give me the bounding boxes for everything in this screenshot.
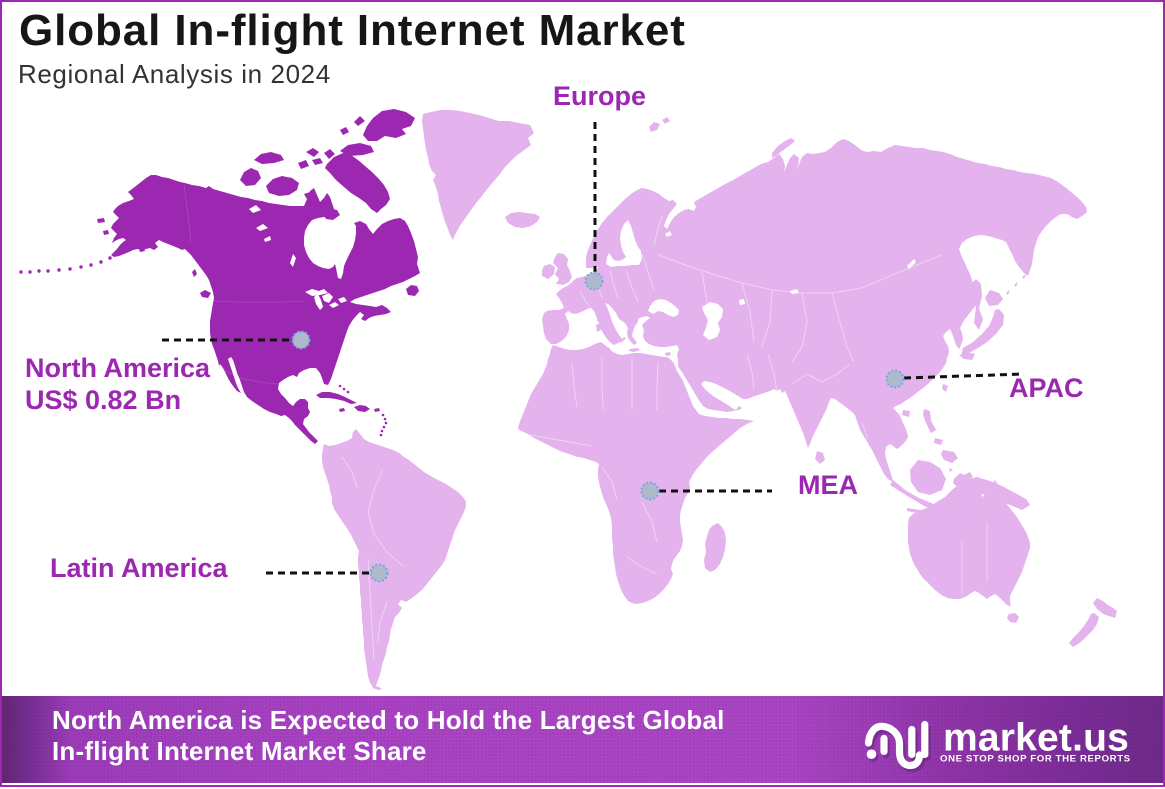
svg-text:market.us: market.us xyxy=(943,717,1129,760)
svg-text:ONE STOP SHOP FOR THE REPORTS: ONE STOP SHOP FOR THE REPORTS xyxy=(940,754,1131,765)
